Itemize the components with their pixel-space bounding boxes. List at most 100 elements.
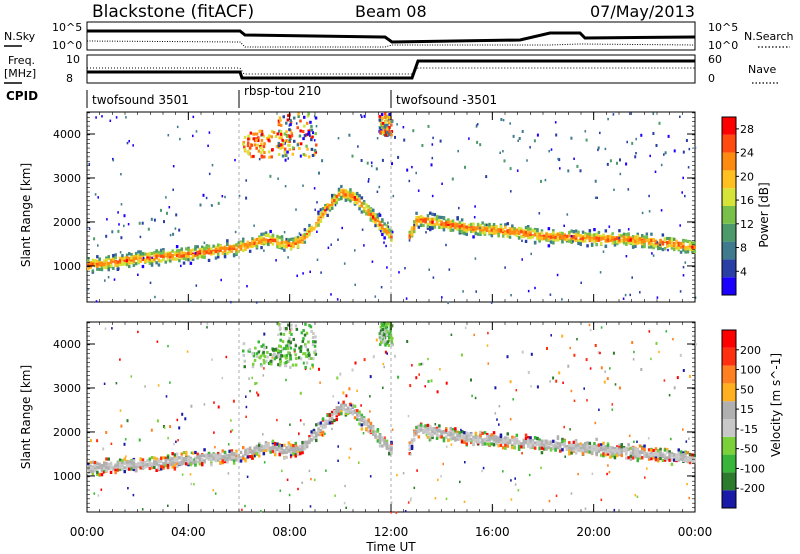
echo-cell: [328, 413, 332, 418]
echo-cell: [631, 456, 635, 460]
echo-cell: [284, 158, 287, 162]
echo-cell: [384, 350, 387, 354]
echo-cell: [264, 345, 268, 349]
echo-cell: [574, 441, 578, 445]
echo-cell: [614, 383, 617, 386]
echo-cell: [168, 206, 171, 209]
echo-cell: [682, 451, 685, 455]
echo-cell: [262, 232, 266, 236]
echo-cell: [264, 233, 268, 238]
echo-cell: [260, 344, 263, 348]
echo-cell: [431, 156, 434, 160]
echo-cell: [438, 428, 441, 432]
echo-cell: [475, 290, 477, 293]
echo-cell: [242, 248, 245, 253]
echo-cell: [409, 499, 412, 502]
echo-cell: [337, 409, 341, 413]
echo-cell: [164, 461, 167, 465]
echo-cell: [283, 244, 286, 248]
echo-cell: [517, 139, 519, 142]
echo-cell: [496, 418, 498, 421]
echo-cell: [277, 119, 281, 123]
echo-cell: [226, 247, 229, 251]
echo-cell: [269, 446, 272, 450]
echo-cell: [210, 247, 213, 251]
echo-cell: [239, 241, 243, 245]
echo-cell: [670, 246, 674, 250]
echo-cell: [287, 441, 291, 445]
echo-cell: [378, 332, 381, 336]
echo-cell: [212, 244, 215, 248]
echo-cell: [169, 252, 172, 256]
echo-cell: [265, 359, 268, 363]
echo-cell: [175, 213, 178, 217]
echo-cell: [384, 326, 388, 330]
echo-cell: [340, 410, 343, 414]
echo-cell: [276, 418, 278, 422]
echo-cell: [294, 324, 298, 328]
echo-cell: [318, 367, 320, 371]
y-tick-label: 4000: [53, 128, 81, 141]
echo-cell: [506, 231, 509, 235]
echo-cell: [386, 352, 388, 355]
echo-cell: [169, 255, 172, 259]
echo-cell: [116, 263, 120, 267]
echo-cell: [203, 247, 206, 251]
echo-cell: [126, 141, 129, 145]
echo-cell: [386, 266, 388, 269]
echo-cell: [650, 454, 653, 458]
echo-cell: [588, 323, 591, 327]
echo-cell: [301, 481, 303, 484]
echo-cell: [499, 433, 503, 437]
echo-cell: [243, 135, 247, 139]
echo-cell: [526, 159, 528, 162]
echo-cell: [436, 390, 439, 394]
echo-cell: [552, 439, 555, 443]
echo-cell: [242, 454, 245, 458]
echo-cell: [555, 379, 558, 383]
echo-cell: [234, 158, 236, 162]
echo-cell: [285, 121, 288, 125]
echo-cell: [286, 150, 289, 154]
echo-cell: [651, 252, 653, 255]
echo-cell: [228, 449, 231, 453]
echo-cell: [670, 462, 674, 466]
echo-cell: [390, 120, 394, 124]
echo-cell: [314, 335, 317, 339]
echo-cell: [627, 241, 630, 245]
echo-cell: [321, 208, 325, 213]
echo-cell: [319, 219, 323, 223]
echo-cell: [266, 351, 269, 354]
echo-cell: [547, 237, 551, 241]
echo-cell: [310, 124, 313, 128]
echo-cell: [235, 456, 238, 460]
echo-cell: [255, 452, 259, 456]
echo-cell: [483, 232, 487, 236]
echo-cell: [471, 394, 473, 398]
echo-cell: [171, 465, 174, 469]
echo-cell: [280, 241, 284, 245]
echo-cell: [360, 418, 364, 422]
echo-cell: [175, 257, 179, 261]
echo-cell: [224, 195, 226, 199]
echo-cell: [433, 427, 437, 431]
echo-cell: [112, 159, 115, 162]
echo-cell: [123, 214, 126, 218]
echo-cell: [668, 456, 671, 460]
echo-cell: [203, 241, 206, 244]
echo-cell: [383, 441, 386, 445]
echo-cell: [153, 465, 156, 469]
echo-cell: [283, 240, 286, 244]
echo-cell: [292, 452, 295, 456]
echo-cell: [554, 233, 557, 237]
echo-cell: [91, 258, 95, 262]
echo-cell: [205, 245, 209, 249]
echo-cell: [155, 261, 158, 265]
echo-cell: [543, 234, 546, 238]
echo-cell: [679, 115, 681, 118]
echo-cell: [383, 241, 385, 244]
date-label: 07/May/2013: [590, 2, 695, 21]
echo-cell: [588, 445, 592, 449]
echo-cell: [180, 452, 183, 456]
echo-cell: [278, 445, 281, 449]
